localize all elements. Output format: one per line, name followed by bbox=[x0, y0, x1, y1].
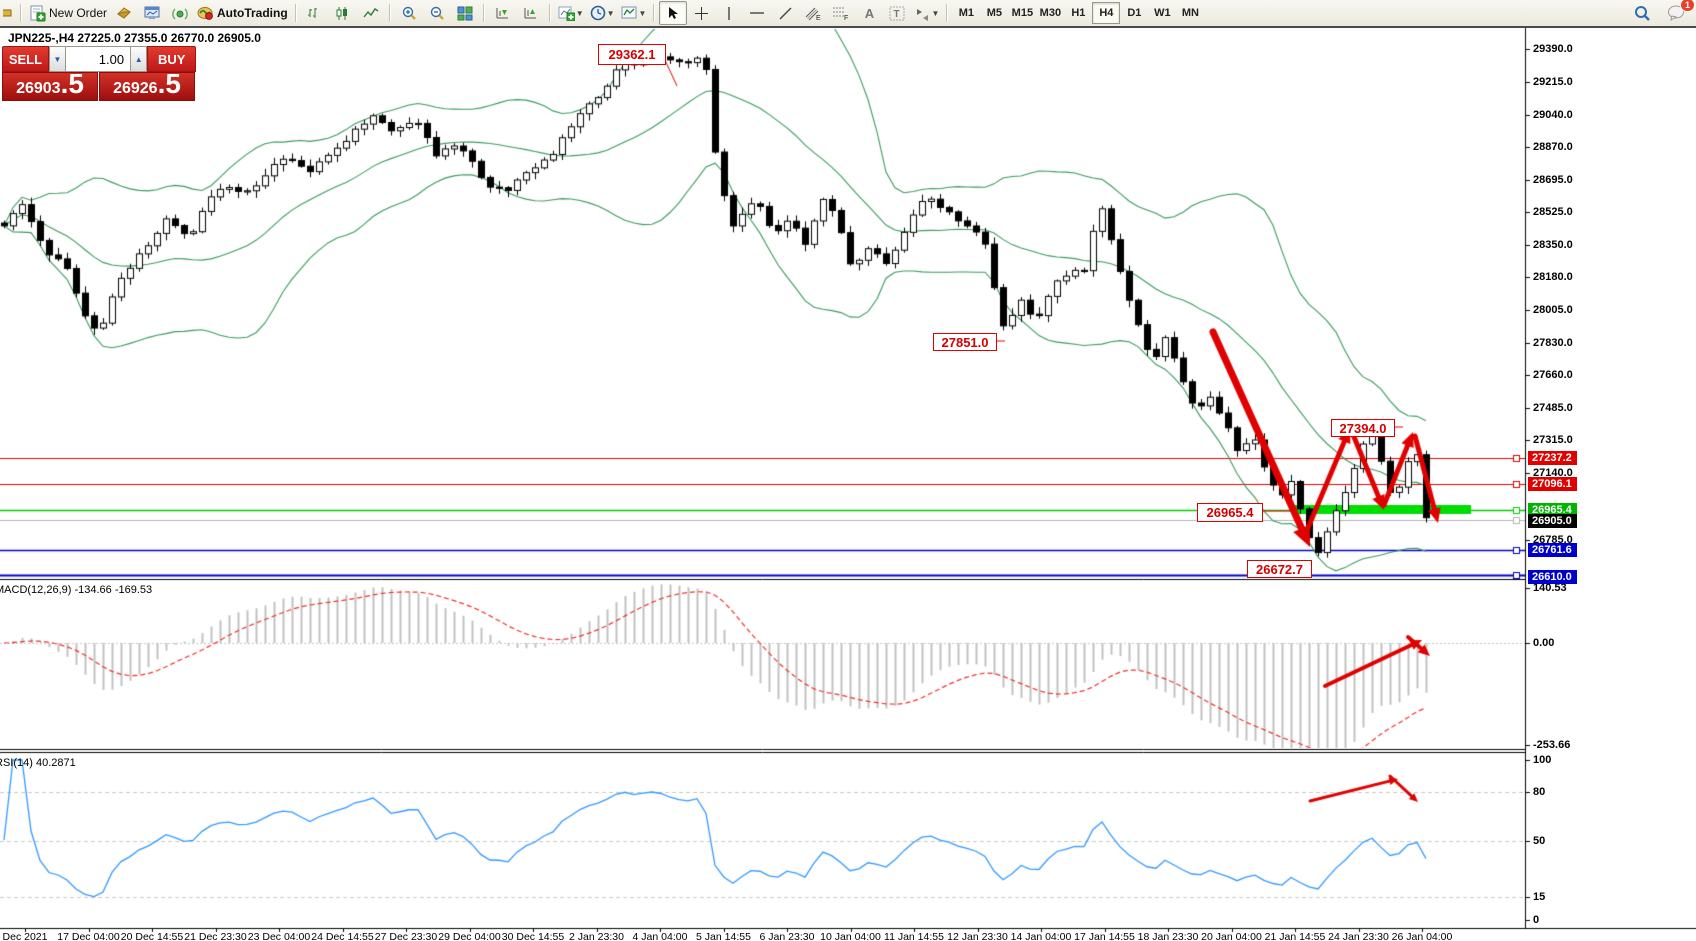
price-tick-label: 29215.0 bbox=[1533, 76, 1573, 88]
sell-price-tile[interactable]: 26903 .5 bbox=[2, 68, 98, 101]
time-axis-label: Dec 2021 bbox=[2, 931, 48, 941]
sell-price-pip: .5 bbox=[60, 68, 84, 99]
price-tick-label: 27830.0 bbox=[1533, 337, 1573, 349]
volume-decrease-button[interactable]: ▼ bbox=[48, 46, 67, 72]
price-tick-label: 28005.0 bbox=[1533, 304, 1573, 316]
rsi-tick-label: 0 bbox=[1533, 914, 1540, 926]
price-annotation[interactable]: 29362.1 bbox=[598, 44, 666, 65]
axis-price-tag: 26761.6 bbox=[1528, 543, 1577, 557]
price-annotation[interactable]: 27851.0 bbox=[933, 333, 997, 351]
time-axis-label: 20 Jan 04:00 bbox=[1201, 931, 1262, 941]
sell-button[interactable]: SELL bbox=[2, 46, 49, 72]
time-axis-label: 27 Dec 23:30 bbox=[374, 931, 438, 941]
price-tick-label: 28525.0 bbox=[1533, 206, 1573, 218]
price-tick-label: 29390.0 bbox=[1533, 43, 1573, 55]
buy-button[interactable]: BUY bbox=[147, 46, 196, 72]
time-axis-label: 30 Dec 14:55 bbox=[501, 931, 565, 941]
price-annotation[interactable]: 27394.0 bbox=[1331, 419, 1395, 437]
time-axis-label: 24 Dec 14:55 bbox=[311, 931, 374, 941]
price-annotation[interactable]: 26965.4 bbox=[1197, 503, 1263, 522]
buy-price-pip: .5 bbox=[157, 68, 181, 99]
macd-tick-label: 140.53 bbox=[1533, 582, 1567, 594]
axis-price-tag: 27237.2 bbox=[1528, 451, 1577, 465]
time-axis-label: 6 Jan 23:30 bbox=[759, 931, 815, 941]
axis-price-tag: 26905.0 bbox=[1528, 514, 1577, 528]
macd-tick-label: 0.00 bbox=[1533, 637, 1555, 649]
price-tick-label: 27315.0 bbox=[1533, 434, 1573, 446]
time-axis-label: 20 Dec 14:55 bbox=[120, 931, 184, 941]
price-tick-label: 28350.0 bbox=[1533, 239, 1573, 251]
rsi-tick-label: 15 bbox=[1533, 891, 1546, 903]
rsi-tick-label: 50 bbox=[1533, 835, 1546, 847]
one-click-trade-panel: SELL ▼ ▲ BUY 26903 .5 26926 .5 bbox=[2, 46, 196, 101]
time-axis-label: 2 Jan 23:30 bbox=[569, 931, 624, 941]
macd-indicator-label: MACD(12,26,9) -134.66 -169.53 bbox=[0, 584, 153, 596]
price-tick-label: 28695.0 bbox=[1533, 174, 1573, 186]
rsi-indicator-label: RSI(14) 40.2871 bbox=[0, 757, 76, 769]
macd-tick-label: -253.66 bbox=[1533, 739, 1571, 751]
buy-price-tile[interactable]: 26926 .5 bbox=[99, 68, 195, 101]
chart-title: JPN225-,H4 27225.0 27355.0 26770.0 26905… bbox=[8, 31, 261, 45]
rsi-tick-label: 80 bbox=[1533, 786, 1546, 798]
rsi-tick-label: 100 bbox=[1533, 754, 1552, 766]
time-axis-label: 29 Dec 04:00 bbox=[438, 931, 501, 941]
axis-price-tag: 27096.1 bbox=[1528, 477, 1577, 491]
price-tick-label: 27140.0 bbox=[1533, 467, 1573, 479]
price-tick-label: 27485.0 bbox=[1533, 402, 1573, 414]
time-axis-label: 5 Jan 14:55 bbox=[696, 931, 751, 941]
time-axis-label: 17 Dec 04:00 bbox=[57, 931, 120, 941]
price-tick-label: 28870.0 bbox=[1533, 141, 1573, 153]
time-axis-label: 26 Jan 04:00 bbox=[1391, 931, 1453, 941]
time-axis-label: 10 Jan 04:00 bbox=[820, 931, 881, 941]
time-axis-label: 14 Jan 04:00 bbox=[1010, 931, 1072, 941]
volume-increase-button[interactable]: ▲ bbox=[130, 46, 148, 72]
price-tick-label: 29040.0 bbox=[1533, 109, 1573, 121]
time-axis-label: 21 Jan 14:55 bbox=[1264, 931, 1326, 941]
price-tick-label: 27660.0 bbox=[1533, 369, 1573, 381]
time-axis-label: 11 Jan 14:55 bbox=[884, 931, 944, 941]
price-tick-label: 28180.0 bbox=[1533, 271, 1573, 283]
time-axis-label: 12 Jan 23:30 bbox=[947, 931, 1008, 941]
time-axis-label: 24 Jan 23:30 bbox=[1328, 931, 1389, 941]
time-axis-label: 23 Dec 04:00 bbox=[247, 931, 311, 941]
axis-price-tag: 26610.0 bbox=[1528, 570, 1577, 584]
volume-input[interactable] bbox=[66, 46, 131, 72]
time-axis-label: 18 Jan 23:30 bbox=[1137, 931, 1199, 941]
axis-price-tag: 26965.4 bbox=[1528, 503, 1577, 517]
sell-price-main: 26903 bbox=[16, 80, 61, 97]
time-axis-label: 4 Jan 04:00 bbox=[632, 931, 688, 941]
buy-price-main: 26926 bbox=[113, 80, 158, 97]
price-annotation[interactable]: 26672.7 bbox=[1247, 560, 1312, 578]
time-axis-label: 21 Dec 23:30 bbox=[184, 931, 247, 941]
time-axis-label: 17 Jan 14:55 bbox=[1074, 931, 1135, 941]
